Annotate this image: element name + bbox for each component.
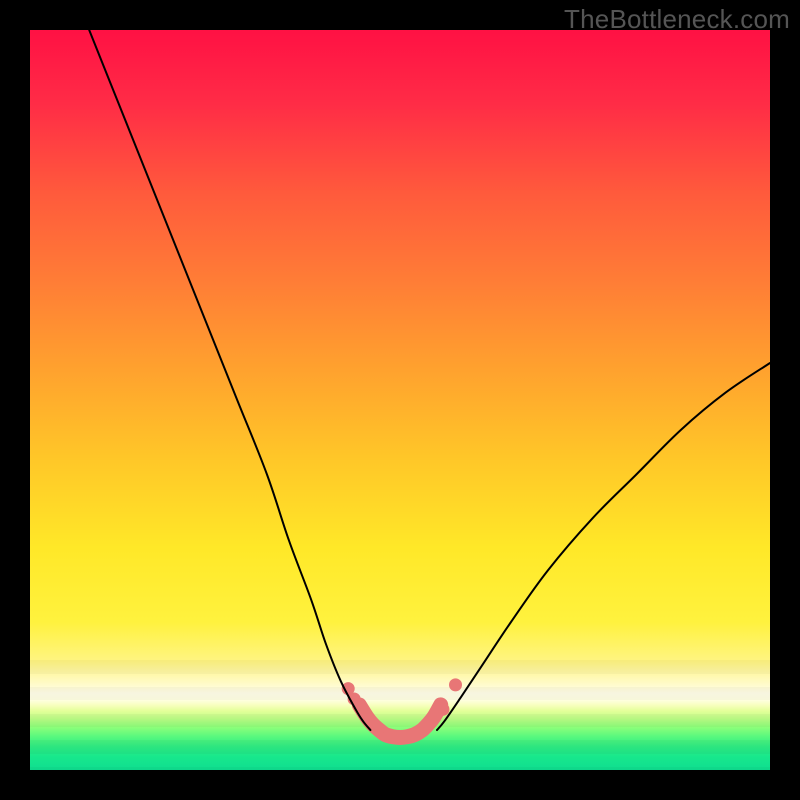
bottleneck-gradient-background bbox=[30, 30, 770, 770]
frame: TheBottleneck.com bbox=[0, 0, 800, 800]
watermark-text: TheBottleneck.com bbox=[564, 4, 790, 35]
plot-area bbox=[30, 30, 770, 770]
